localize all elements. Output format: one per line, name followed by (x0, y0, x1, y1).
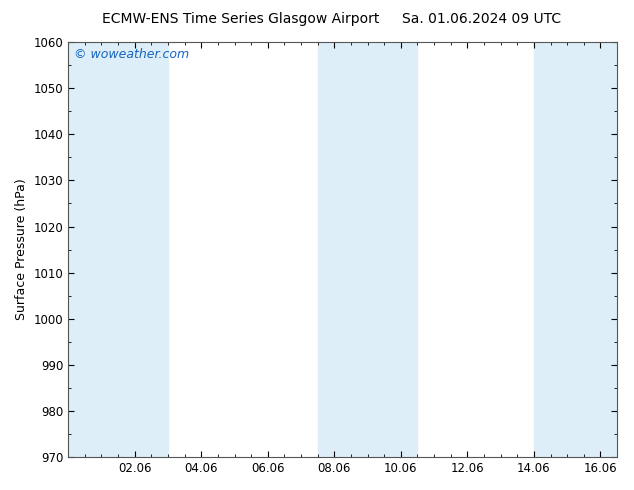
Text: © woweather.com: © woweather.com (74, 49, 189, 61)
Text: Sa. 01.06.2024 09 UTC: Sa. 01.06.2024 09 UTC (403, 12, 561, 26)
Y-axis label: Surface Pressure (hPa): Surface Pressure (hPa) (15, 179, 28, 320)
Text: ECMW-ENS Time Series Glasgow Airport: ECMW-ENS Time Series Glasgow Airport (102, 12, 380, 26)
Bar (534, 42, 617, 457)
Bar (318, 42, 417, 457)
Bar (68, 42, 168, 457)
